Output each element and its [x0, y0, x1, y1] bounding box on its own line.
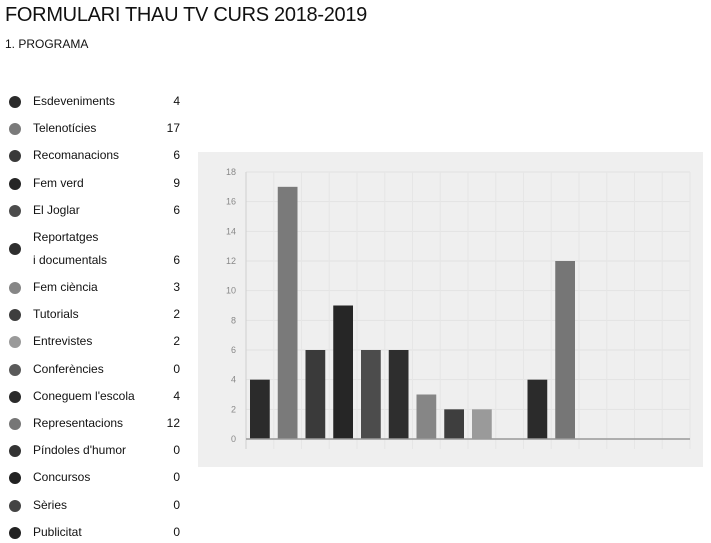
legend-label: i documentals: [33, 253, 108, 267]
bar-11: [555, 261, 575, 439]
legend-dot-icon: [9, 150, 21, 163]
legend-dot-icon: [9, 526, 21, 539]
bar-6: [416, 394, 437, 439]
legend-value: 0: [173, 470, 180, 485]
legend-label: Representacions: [33, 416, 124, 430]
bar-0: [250, 379, 270, 439]
y-tick-label: 6: [231, 345, 236, 355]
y-tick-label: 14: [226, 226, 236, 236]
legend-dot-icon: [9, 418, 21, 430]
legend-label: Publicitat: [33, 524, 82, 539]
legend-value: 3: [173, 280, 180, 294]
bar-7: [444, 409, 464, 439]
legend-dot-icon: [9, 499, 21, 512]
legend-value: 0: [173, 443, 180, 458]
bar-8: [472, 409, 492, 439]
section-title: 1. PROGRAMA: [5, 37, 89, 51]
page-title: FORMULARI THAU TV CURS 2018-2019: [5, 4, 368, 26]
y-tick-label: 12: [226, 256, 236, 266]
legend-dot-icon: [9, 472, 21, 485]
legend-value: 2: [173, 334, 180, 349]
legend-label: Sèries: [33, 497, 68, 512]
legend-dot-icon: [9, 309, 21, 322]
legend-value: 6: [173, 148, 180, 163]
bar-1: [277, 186, 298, 439]
legend-dot-icon: [9, 282, 21, 294]
legend-dot-icon: [9, 96, 21, 108]
legend-label: Coneguem l'escola: [33, 388, 135, 403]
legend-dot-icon: [9, 204, 21, 217]
y-tick-label: 18: [226, 167, 236, 177]
legend-label: Telenotícies: [33, 121, 97, 136]
legend-value: 6: [173, 253, 180, 267]
y-tick-label: 8: [231, 315, 236, 325]
legend-label: Entrevistes: [33, 334, 93, 349]
y-tick-label: 0: [231, 434, 236, 444]
legend-label: Píndoles d'humor: [33, 443, 127, 458]
legend-label: El Joglar: [33, 202, 80, 217]
legend-label: Tutorials: [33, 307, 79, 322]
bar-chart: 0 2 4 6 8 10 12 14 16 18: [226, 167, 691, 449]
legend-value: 9: [173, 175, 180, 190]
legend-dot-icon: [9, 336, 21, 349]
bar-4: [361, 350, 381, 439]
chart-panel: 0 2 4 6 8 10 12 14 16 18: [198, 152, 703, 467]
legend-value: 4: [173, 388, 180, 403]
y-tick-label: 4: [231, 375, 236, 385]
legend-dot-icon: [9, 445, 21, 458]
legend-value: 0: [173, 361, 180, 376]
bar-2: [305, 350, 326, 439]
legend-dot-icon: [9, 243, 21, 255]
legend-label: Fem ciència: [33, 280, 98, 294]
legend-value: 2: [173, 307, 180, 322]
legend-label: Esdeveniments: [33, 94, 116, 108]
legend-value: 4: [173, 94, 180, 108]
legend-label: Reportatges: [33, 230, 99, 244]
bar-10: [527, 379, 548, 439]
legend-dot-icon: [9, 177, 21, 190]
bar-5: [388, 350, 409, 439]
legend-label: Recomanacions: [33, 148, 120, 163]
y-tick-label: 10: [226, 286, 236, 296]
legend-value: 0: [173, 497, 180, 512]
legend-value: 0: [173, 524, 180, 539]
legend-label: Fem verd: [33, 175, 84, 190]
legend-value: 17: [166, 121, 180, 136]
bar-3: [333, 305, 353, 439]
legend-dot-icon: [9, 123, 21, 136]
legend-label: Concursos: [33, 470, 91, 485]
legend-value: 6: [173, 202, 180, 217]
legend-dot-icon: [9, 390, 21, 403]
legend-value: 12: [166, 416, 180, 430]
y-tick-label: 2: [231, 404, 236, 414]
y-tick-label: 16: [226, 197, 236, 207]
legend-label: Conferències: [33, 361, 104, 376]
legend-dot-icon: [9, 363, 21, 376]
